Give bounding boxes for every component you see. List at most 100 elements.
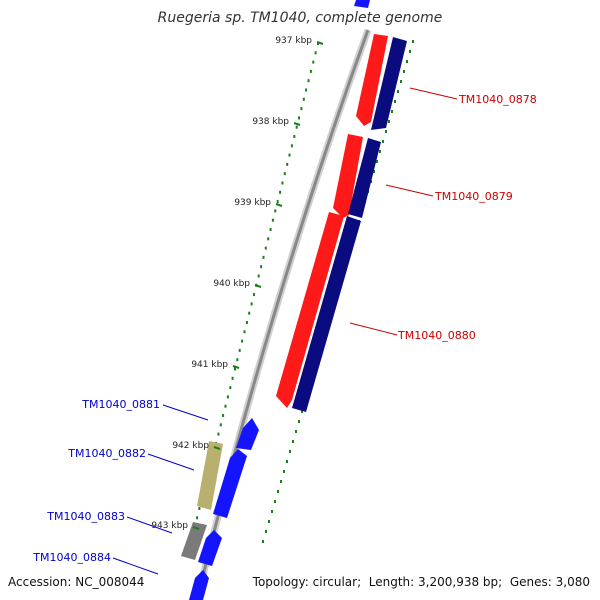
minor-tick-inner [298,116,300,120]
minor-tick-outer [391,110,393,113]
minor-tick-inner [302,97,305,101]
major-tick [293,122,301,126]
cds-tm1040-0878-forward[interactable] [356,34,388,126]
minor-tick-outer [409,50,411,53]
minor-tick-inner [312,60,315,64]
minor-tick-outer [280,480,282,483]
major-tick-marks: 937 kbp 938 kbp 939 kbp 940 kbp 941 kbp 942 k… [151,36,324,531]
minor-tick-outer [289,450,291,453]
minor-tick-inner [234,367,236,371]
minor-tick-inner [288,153,291,157]
minor-tick-inner [217,432,220,436]
tick-label: 940 kbp [213,279,250,289]
minor-tick-outer [406,60,408,63]
minor-tick-outer [292,440,294,443]
length-value: 3,200,938 bp [418,575,499,589]
feature-tm1040-0883-other[interactable] [181,522,207,560]
minor-tick-inner [238,348,241,352]
minor-tick-inner [300,107,303,111]
genes-label: Genes: [509,575,552,589]
minor-tick-outer [265,530,267,533]
leader-tm1040-0884 [112,557,159,575]
cds-tm1040-0881-reverse[interactable] [236,418,259,450]
minor-tick-inner [253,293,255,297]
cds-tm1040-0883-reverse[interactable] [198,530,222,566]
minor-tick-inner [274,209,277,213]
minor-tick-inner [264,246,267,250]
minor-tick-inner [224,404,227,408]
minor-tick-inner [281,181,284,185]
accession-label: Accession: [8,575,72,589]
tick-label: 941 kbp [191,360,228,370]
minor-tick-inner [290,144,293,148]
major-tick [254,284,262,288]
minor-tick-outer [274,500,276,503]
minor-tick-outer [271,510,273,513]
cds-tm1040-0884-reverse[interactable] [189,570,209,600]
minor-tick-inner [283,172,286,176]
gene-label-tm1040-0880[interactable]: TM1040_0880 [397,329,476,342]
tick-label: 938 kbp [252,117,289,127]
cds-tm1040-0879-forward[interactable] [333,134,363,218]
minor-tick-outer [412,40,414,43]
topology-label: Topology: [252,575,309,589]
feature-tm1040-0880-dark[interactable] [292,216,361,412]
major-tick [316,41,324,45]
minor-tick-inner [269,228,272,231]
feature-tm1040-0882-pseudo[interactable] [197,441,223,510]
minor-tick-inner [295,125,298,129]
accession-value: NC_008044 [75,575,145,589]
minor-tick-outer [277,490,279,493]
minor-tick-outer [268,520,270,523]
minor-tick-outer [286,460,288,463]
leader-tm1040-0881 [162,404,209,421]
minor-tick-inner [250,302,253,306]
tick-label: 942 kbp [172,441,209,451]
tick-label: 943 kbp [151,521,188,531]
topology-value: circular [312,575,358,589]
minor-tick-inner [243,330,246,334]
minor-tick-inner [267,237,270,241]
tick-label: 937 kbp [275,36,312,46]
gene-label-tm1040-0883[interactable]: TM1040_0883 [46,510,125,523]
minor-tick-inner [317,42,319,45]
leader-tm1040-0880 [349,322,398,336]
minor-tick-inner [229,386,232,390]
minor-tick-inner [260,265,263,269]
gene-label-tm1040-0882[interactable]: TM1040_0882 [67,447,146,460]
gene-label-tm1040-0884[interactable]: TM1040_0884 [32,551,111,564]
minor-tick-inner [248,311,251,315]
accession-info: Accession: NC_008044 [8,575,144,589]
minor-tick-inner [314,51,317,55]
minor-tick-outer [400,80,402,83]
minor-tick-outer [373,170,375,173]
feature-tm1040-0878-dark[interactable] [371,37,407,130]
gene-label-tm1040-0879[interactable]: TM1040_0879 [434,190,513,203]
minor-tick-outer [283,470,285,473]
leader-tm1040-0883 [126,516,173,534]
cds-tm1040-0882-reverse[interactable] [213,449,247,518]
minor-tick-inner [245,321,248,324]
major-tick [192,526,200,530]
minor-tick-inner [236,358,239,362]
leader-tm1040-0882 [147,453,195,471]
minor-tick-inner [226,395,229,399]
minor-tick-inner [198,507,201,510]
minor-tick-inner [279,190,282,194]
minor-tick-inner [262,255,265,259]
feature-tm1040-0879-dark[interactable] [348,138,381,218]
minor-tick-inner [305,88,308,92]
map-title: Ruegeria sp. TM1040, complete genome [157,10,443,26]
gene-label-tm1040-0881[interactable]: TM1040_0881 [81,398,160,411]
tick-label: 939 kbp [234,198,271,208]
minor-tick-inner [241,339,244,343]
minor-tick-inner [222,414,225,417]
cds-tm1040-0880-forward[interactable] [276,212,344,408]
minor-tick-outer [379,150,381,153]
minor-tick-inner [196,516,199,520]
gene-label-tm1040-0878[interactable]: TM1040_0878 [458,93,537,106]
cds-top-partial-reverse[interactable] [354,0,370,8]
leader-tm1040-0878 [409,87,458,100]
